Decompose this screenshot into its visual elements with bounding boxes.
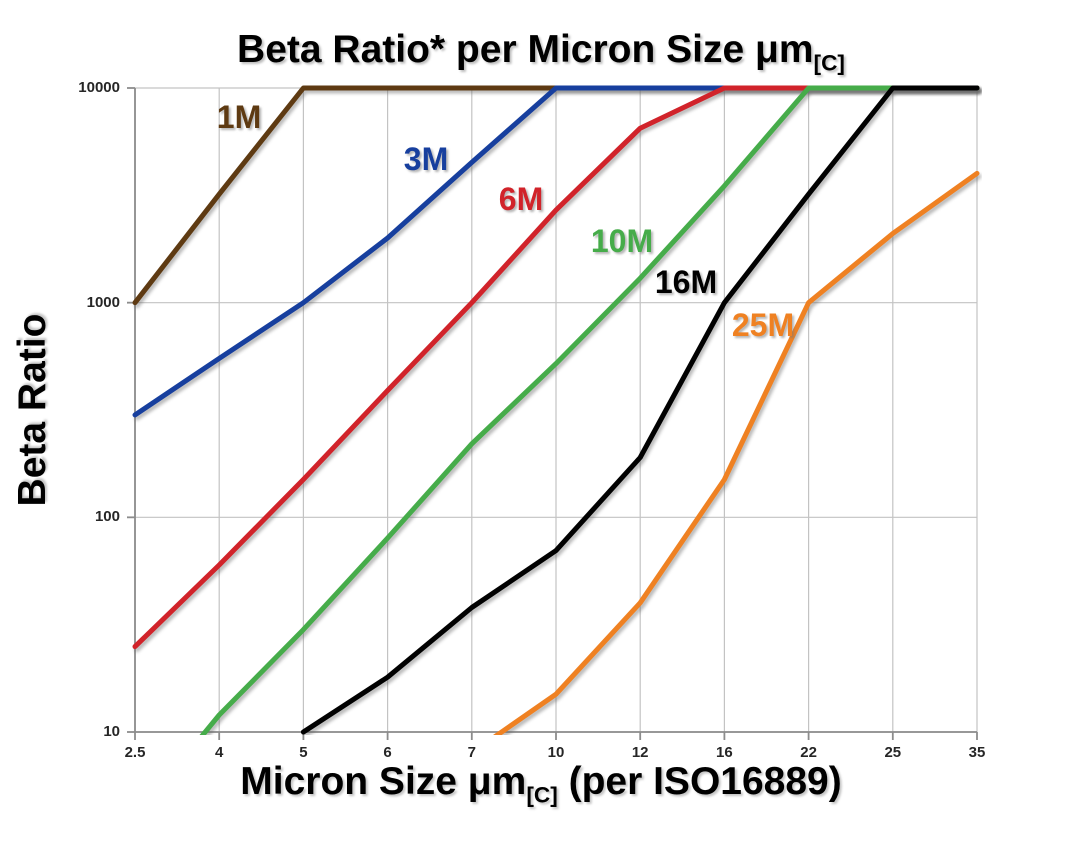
series-label-6M: 6M [499, 181, 543, 217]
y-tick-label: 1000 [86, 293, 120, 311]
x-tick-label: 22 [800, 744, 817, 761]
x-tick-label: 6 [383, 744, 392, 761]
x-tick-label: 12 [631, 744, 649, 761]
x-tick-label: 25 [884, 744, 902, 761]
y-tick-label: 10 [103, 723, 120, 740]
series-line-10M [199, 85, 980, 735]
x-axis-title-text: Micron Size μm [240, 760, 527, 803]
series-line-25M [492, 170, 980, 735]
x-tick-label: 7 [467, 744, 476, 761]
series-label-3M: 3M [404, 141, 448, 177]
x-axis-title: Micron Size μm[C] (per ISO16889) [0, 760, 1082, 809]
x-tick-label: 35 [968, 744, 986, 761]
x-tick-label: 2.5 [124, 744, 146, 761]
x-tick-label: 5 [299, 744, 308, 761]
chart-title-text: Beta Ratio* per Micron Size μm [237, 28, 814, 71]
chart-title-subscript: [C] [813, 50, 845, 76]
y-tick-label: 100 [94, 508, 120, 526]
y-tick-label: 10000 [78, 79, 120, 96]
series-label-1M: 1M [217, 99, 261, 135]
x-tick-label: 10 [547, 744, 565, 761]
series-line-16M [300, 85, 980, 735]
series-label-16M: 16M [655, 264, 717, 300]
x-tick-label: 16 [716, 744, 733, 761]
series-label-10M: 10M [591, 223, 653, 259]
x-tick-label: 4 [215, 744, 224, 761]
x-axis-title-subscript: [C] [526, 782, 558, 808]
x-axis-title-suffix: (per ISO16889) [557, 760, 842, 803]
series-label-25M: 25M [732, 307, 794, 343]
chart-title: Beta Ratio* per Micron Size μm[C] [0, 28, 1082, 77]
